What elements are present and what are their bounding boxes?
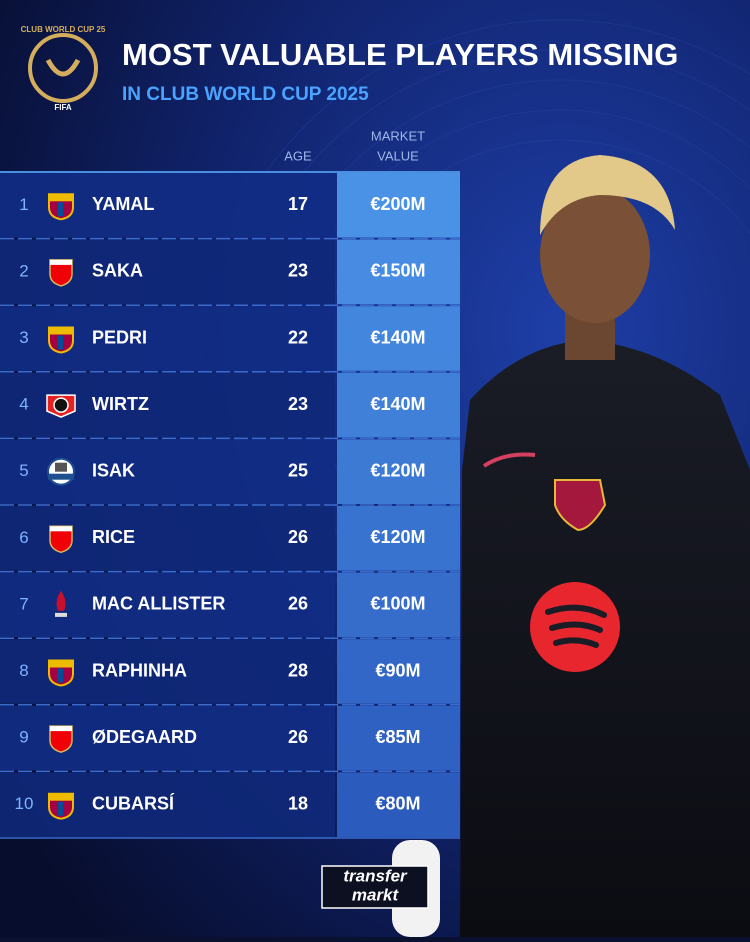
market-value: €80M <box>375 793 420 813</box>
row-background <box>0 572 335 638</box>
rank: 9 <box>19 728 28 747</box>
player-name: RICE <box>92 527 135 547</box>
brand-top: transfer <box>343 866 408 885</box>
crest-stripe <box>49 793 73 801</box>
player-name: WIRTZ <box>92 394 149 414</box>
club-crest <box>47 457 75 486</box>
value-cell <box>337 372 460 438</box>
crest-stripe <box>58 202 63 217</box>
market-value: €140M <box>370 327 425 347</box>
club-crest <box>46 394 76 418</box>
crest-shape <box>49 525 73 554</box>
player-age: 23 <box>288 394 308 414</box>
player-age: 18 <box>288 793 308 813</box>
crest-stripe <box>49 660 73 668</box>
rank: 1 <box>19 195 28 214</box>
player-age: 26 <box>288 727 308 747</box>
club-crest <box>55 590 67 617</box>
player-age: 28 <box>288 660 308 680</box>
rank: 3 <box>19 328 28 347</box>
market-value: €120M <box>370 527 425 547</box>
club-crest <box>48 792 74 820</box>
crest-base <box>55 612 67 617</box>
logo-text: CLUB WORLD CUP 25 <box>21 25 106 34</box>
rank: 4 <box>19 395 28 414</box>
brand-bottom: markt <box>352 885 400 904</box>
age-header: AGE <box>284 148 312 163</box>
player-age: 17 <box>288 194 308 214</box>
crest-castle <box>55 462 67 472</box>
rank: 6 <box>19 528 28 547</box>
value-cell <box>337 239 460 305</box>
market-value: €90M <box>375 660 420 680</box>
table-row: 5 ISAK 25 €120M <box>0 439 460 506</box>
subtitle: IN CLUB WORLD CUP 2025 <box>122 84 369 105</box>
value-cell <box>337 306 460 371</box>
crest-ring <box>53 397 69 413</box>
market-value: €120M <box>370 460 425 480</box>
player-age: 25 <box>288 460 308 480</box>
crest-shape <box>49 725 73 753</box>
market-value: €140M <box>370 394 425 414</box>
crest-band <box>48 473 74 480</box>
rank: 5 <box>19 461 28 480</box>
club-crest <box>49 725 73 753</box>
value-cell <box>337 772 460 837</box>
logo: CLUB WORLD CUP 25 FIFA <box>21 25 106 112</box>
market-value: €85M <box>375 727 420 747</box>
market-value: €100M <box>370 594 425 614</box>
table-row: 7 MAC ALLISTER 26 €100M <box>0 572 460 639</box>
value-header: MARKET <box>371 128 425 143</box>
player-name: MAC ALLISTER <box>92 594 225 614</box>
crest-shape <box>49 259 73 287</box>
title: MOST VALUABLE PLAYERS MISSING <box>122 37 678 72</box>
club-crest <box>48 193 74 221</box>
player-name: PEDRI <box>92 327 147 347</box>
crest-stripe <box>49 327 73 335</box>
player-name: SAKA <box>92 261 143 281</box>
rank: 10 <box>15 794 34 813</box>
crest-band <box>50 259 72 265</box>
club-crest <box>49 525 73 554</box>
crest-band <box>50 726 72 732</box>
table: 1 YAMAL 17 €200M 2 SAKA 23 €150M 3 PEDRI 22 €140M 4 W… <box>0 171 460 839</box>
player-name: ØDEGAARD <box>92 727 197 747</box>
player-age: 26 <box>288 527 308 547</box>
value-cell <box>337 506 460 571</box>
player-photo <box>392 155 750 937</box>
player-age: 26 <box>288 594 308 614</box>
player-name: CUBARSÍ <box>92 792 175 813</box>
player-name: ISAK <box>92 460 135 480</box>
player-age: 23 <box>288 261 308 281</box>
rank: 7 <box>19 594 28 613</box>
value-cell <box>337 639 460 704</box>
market-value: €150M <box>370 261 425 281</box>
table-row: 1 YAMAL 17 €200M <box>0 173 460 240</box>
crest-stripe <box>58 801 63 816</box>
club-crest <box>48 326 74 354</box>
player-age: 22 <box>288 327 308 347</box>
rank: 8 <box>19 661 28 680</box>
club-crest <box>49 259 73 287</box>
value-cell <box>337 173 460 238</box>
rank: 2 <box>19 261 28 280</box>
value-header: VALUE <box>377 148 419 163</box>
brand: transfer markt <box>321 865 429 909</box>
crest-stripe <box>49 194 73 202</box>
crest-stripe <box>58 668 63 683</box>
value-cell <box>337 572 460 638</box>
value-cell <box>337 705 460 771</box>
market-value: €200M <box>370 194 425 214</box>
crest-stripe <box>58 335 63 350</box>
logo-sub: FIFA <box>54 103 72 112</box>
club-crest <box>48 659 74 687</box>
player-name: YAMAL <box>92 194 154 214</box>
crest-band <box>50 526 72 532</box>
value-cell <box>337 439 460 504</box>
crest-shape <box>56 590 66 611</box>
player-name: RAPHINHA <box>92 660 187 680</box>
